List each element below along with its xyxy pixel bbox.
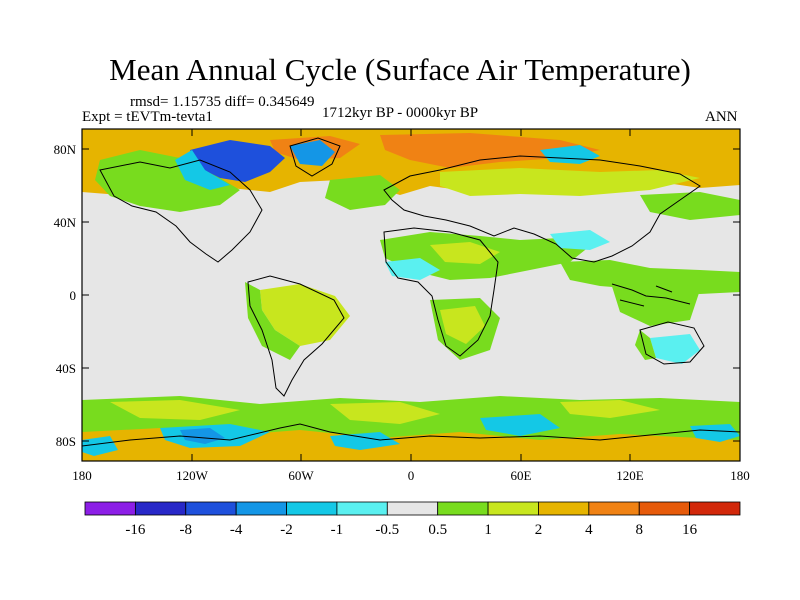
maritime-continent-green: [610, 276, 700, 326]
colorbar: -16 -8 -4 -2 -1 -0.5 0.5 1 2 4 8 16: [84, 501, 741, 538]
coast-eurasia: [383, 155, 701, 263]
colorbar-label: 4: [585, 522, 593, 538]
map-title: Mean Annual Cycle (Surface Air Temperatu…: [109, 52, 691, 87]
season-label: ANN: [705, 109, 738, 125]
colorbar-label: -8: [180, 522, 193, 538]
lon-label: 120W: [176, 468, 209, 483]
coastlines: [82, 137, 740, 447]
australia-cool: [650, 334, 700, 364]
colorbar-box: [638, 501, 691, 516]
experiment-label: Expt = tEVTm-tevta1: [82, 109, 213, 125]
colorbar-label: 2: [535, 522, 543, 538]
colorbar-box: [235, 501, 287, 516]
colorbar-box: [689, 501, 741, 516]
colorbar-label: 16: [682, 522, 698, 538]
colorbar-box: [134, 501, 187, 516]
africa-cool-patch: [385, 258, 440, 280]
colorbar-box: [386, 501, 439, 516]
lon-label: 180: [730, 468, 750, 483]
colorbar-box: [286, 501, 338, 516]
lat-label: 0: [70, 288, 77, 303]
south-america-outer: [245, 282, 300, 360]
coast-north-america: [99, 159, 263, 263]
temperature-field: [82, 129, 740, 461]
lat-label: 80S: [56, 434, 76, 449]
coast-antarctica: [82, 423, 740, 447]
north-atlantic-green: [325, 175, 400, 210]
lon-label: 60E: [511, 468, 532, 483]
north-america-green: [95, 150, 240, 212]
antarctica-cool-2: [180, 428, 225, 444]
south-america-green: [260, 284, 350, 346]
lon-label: 120E: [616, 468, 644, 483]
lat-label: 40N: [54, 215, 77, 230]
colorbar-label: -1: [331, 522, 344, 538]
lon-tick-marks: [81, 129, 741, 461]
colorbar-label: 0.5: [428, 522, 447, 538]
coast-africa: [383, 227, 499, 357]
colorbar-label: -16: [125, 522, 145, 538]
colorbar-label: -0.5: [375, 522, 399, 538]
lon-label: 60W: [288, 468, 314, 483]
southern-africa-yellow: [440, 306, 485, 344]
lat-label: 80N: [54, 142, 77, 157]
antarctica-cool-5: [690, 424, 740, 442]
antarctica-cool-3: [480, 414, 560, 436]
antarctica-cool-6: [82, 436, 118, 456]
colorbar-box: [437, 501, 489, 516]
asia-cool-patch: [550, 230, 610, 250]
coast-greenland: [289, 137, 341, 177]
colorbar-label: -2: [280, 522, 293, 538]
coast-south-america: [247, 275, 345, 397]
canada-cooling-weak: [175, 150, 230, 190]
stats-label: rmsd= 1.15735 diff= 0.345649: [130, 94, 315, 110]
colorbar-box: [336, 501, 388, 516]
lon-label: 180: [72, 468, 92, 483]
australia-green: [635, 330, 656, 360]
colorbar-box: [84, 501, 136, 516]
greenland-cooling: [290, 140, 335, 166]
arctic-strong-warm: [380, 133, 600, 168]
period-label: 1712kyr BP - 0000kyr BP: [322, 105, 479, 121]
lon-labels: 180 120W 60W 0 60E 120E 180: [72, 468, 750, 483]
canada-cooling: [190, 140, 285, 182]
colorbar-box: [185, 501, 237, 516]
lat-label: 40S: [56, 361, 76, 376]
southern-ocean-yellow: [110, 400, 240, 420]
lat-tick-marks: [82, 148, 740, 442]
lon-label: 0: [408, 468, 415, 483]
antarctica-cool-4: [330, 432, 400, 450]
sahara-yellow: [430, 242, 500, 264]
lat-labels: 80N 40N 0 40S 80S: [54, 142, 77, 449]
colorbar-box: [538, 501, 590, 516]
siberia-weak-warm: [440, 168, 700, 196]
colorbar-box: [588, 501, 640, 516]
southern-ocean-yellow-3: [560, 400, 660, 418]
pacific-north-green: [640, 192, 740, 220]
colorbar-label: 1: [484, 522, 492, 538]
coast-australia: [639, 321, 705, 365]
colorbar-label: 8: [635, 522, 643, 538]
colorbar-label: -4: [230, 522, 243, 538]
southern-ocean-yellow-2: [330, 402, 440, 424]
coast-indonesia: [611, 283, 691, 307]
colorbar-box: [487, 501, 539, 516]
